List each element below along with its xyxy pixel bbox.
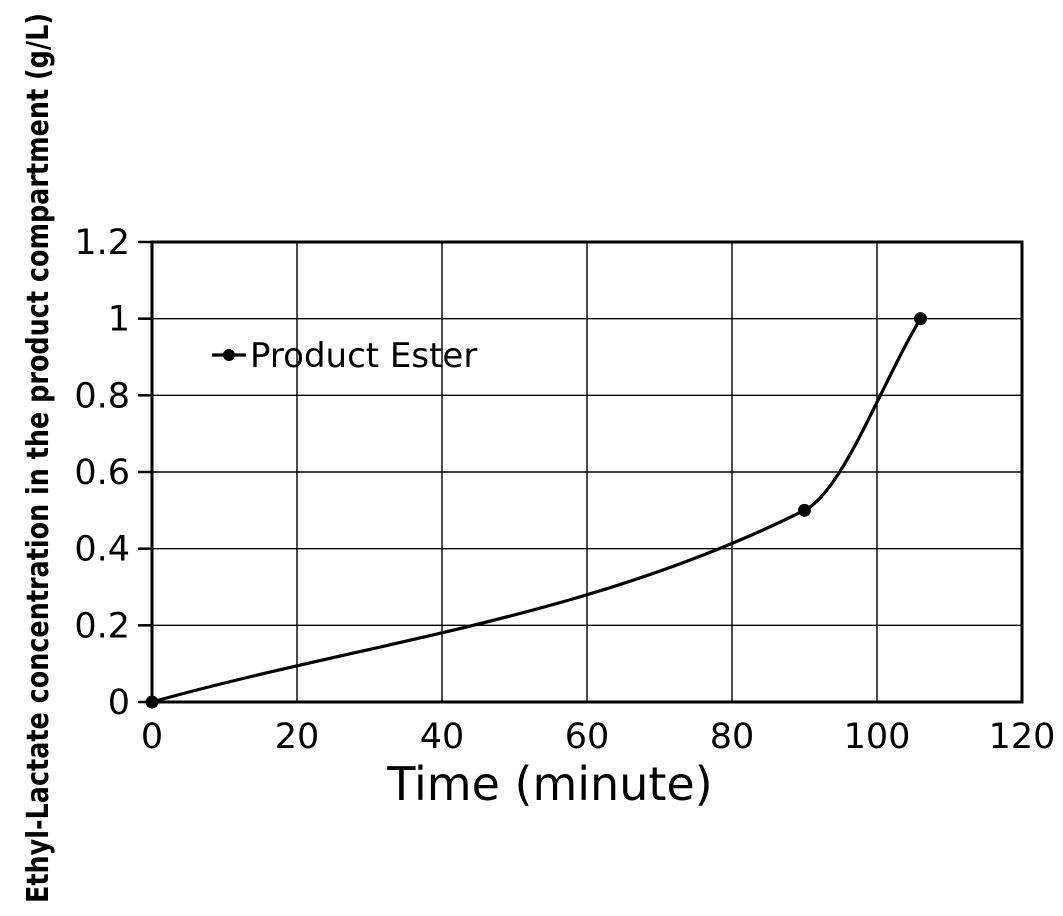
data-point: [145, 695, 159, 709]
x-tick-label: 80: [710, 717, 755, 757]
y-tick-label: 0.4: [74, 530, 130, 570]
y-tick-label: 0: [108, 683, 130, 723]
x-tick-label: 20: [275, 717, 320, 757]
y-tick-label: 0.6: [74, 453, 130, 493]
y-tick-label: 1: [108, 300, 130, 340]
series-layer: [145, 312, 927, 709]
y-tick-label: 1.2: [74, 223, 130, 263]
x-tick-label: 40: [420, 717, 465, 757]
y-tick-label: 0.2: [74, 606, 130, 646]
x-tick-label: 120: [989, 717, 1056, 757]
data-point: [798, 503, 811, 517]
legend: Product Ester: [212, 336, 477, 376]
y-axis-title: Ethyl-Lactate concentration in the produ…: [21, 13, 56, 903]
x-tick-label: 100: [844, 717, 911, 757]
legend-label: Product Ester: [250, 336, 477, 376]
series-line: [151, 317, 922, 704]
data-point: [914, 312, 927, 326]
x-tick-label: 0: [141, 717, 163, 757]
grid-lines: [152, 242, 1022, 702]
y-axis-ticks: 0 0.2 0.4 0.6 0.8 1 1.2: [74, 223, 152, 723]
legend-marker: [223, 349, 235, 361]
y-tick-label: 0.8: [74, 376, 130, 416]
x-tick-label: 60: [565, 717, 610, 757]
x-axis-title: Time (minute): [386, 757, 712, 811]
x-axis-ticks: 0 20 40 60 80 100 120: [141, 717, 1056, 757]
